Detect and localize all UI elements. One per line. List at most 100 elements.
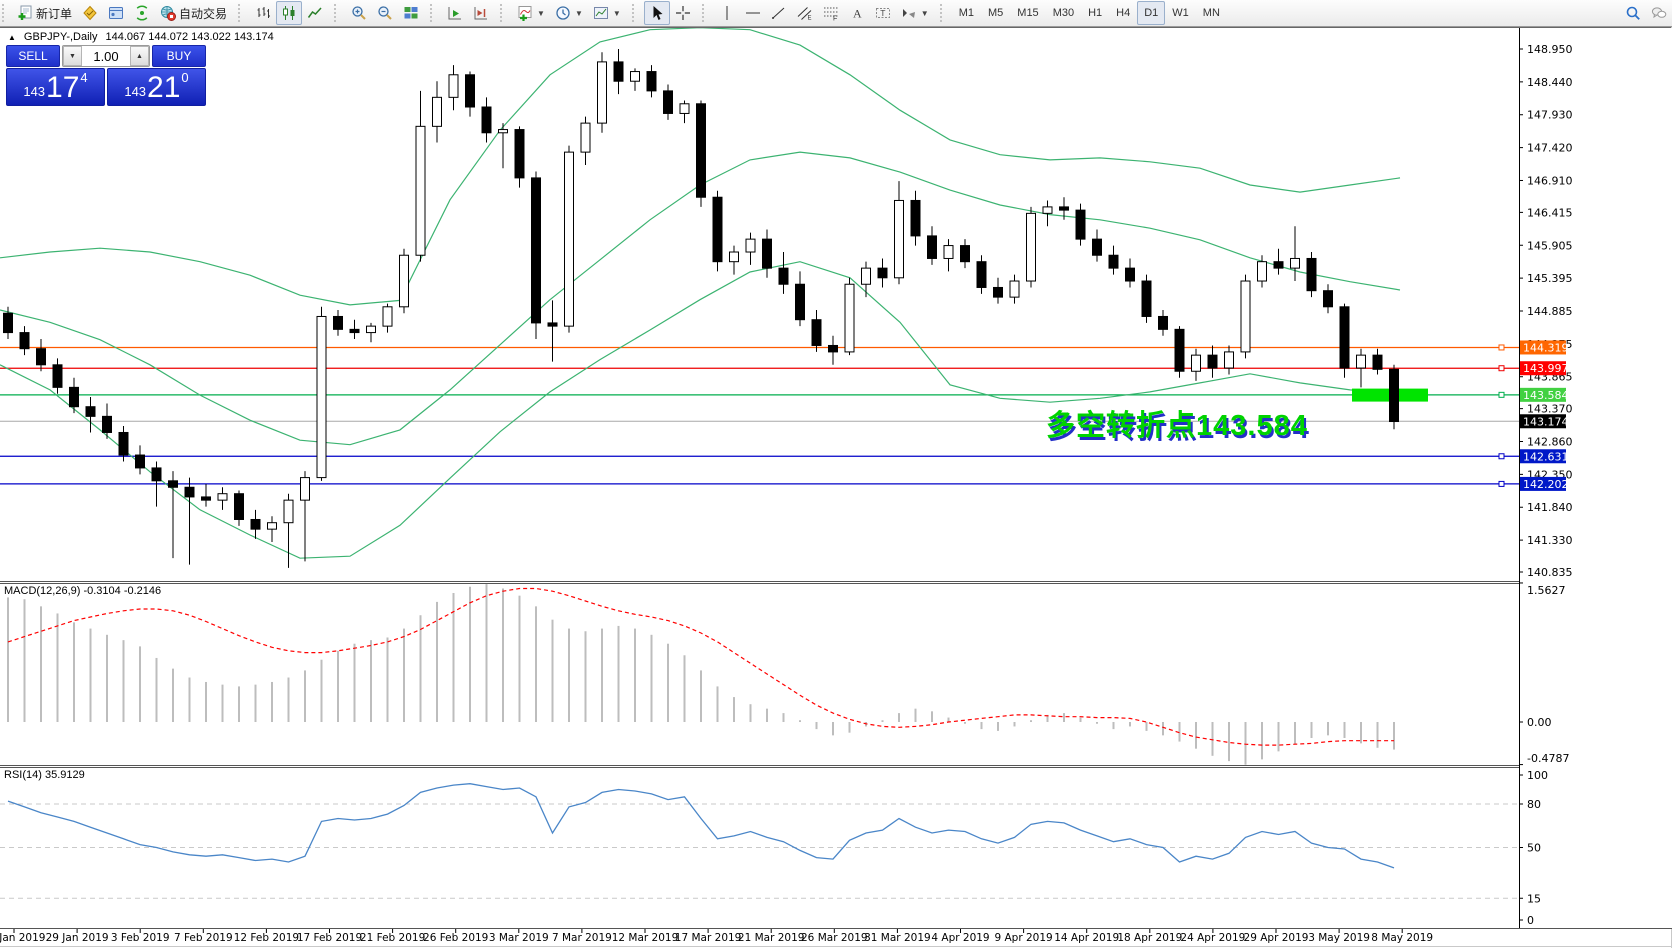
candle-body[interactable] xyxy=(910,199,921,237)
candle-body[interactable] xyxy=(1290,257,1300,269)
buy-price-button[interactable]: 143 21 0 xyxy=(107,68,206,106)
candle-body[interactable] xyxy=(1059,206,1069,211)
volume-input[interactable] xyxy=(82,46,130,66)
candle-body[interactable] xyxy=(729,251,739,263)
arrows-button[interactable]: ▼ xyxy=(896,1,934,25)
dropdown-caret-icon[interactable]: ▼ xyxy=(612,8,621,18)
chat-button[interactable] xyxy=(1646,1,1672,25)
templates-button[interactable]: ▼ xyxy=(588,1,626,25)
candle-body[interactable] xyxy=(1306,257,1317,292)
candle-body[interactable] xyxy=(1125,267,1135,282)
candle-body[interactable] xyxy=(1158,315,1168,330)
candle-body[interactable] xyxy=(1026,212,1036,282)
candle-body[interactable] xyxy=(1092,238,1102,256)
candle-body[interactable] xyxy=(993,286,1003,298)
timeframe-button-M1[interactable]: M1 xyxy=(958,7,974,19)
volume-decrease-button[interactable]: ▼ xyxy=(63,46,82,66)
crosshair-button[interactable] xyxy=(670,1,696,25)
candle-body[interactable] xyxy=(300,477,310,501)
cursor-button[interactable] xyxy=(643,1,670,25)
candle-body[interactable] xyxy=(1356,354,1366,369)
candle-body[interactable] xyxy=(19,332,30,350)
candle-body[interactable] xyxy=(778,267,789,285)
candle-body[interactable] xyxy=(795,283,805,321)
dropdown-caret-icon[interactable]: ▼ xyxy=(574,8,583,18)
candle-body[interactable] xyxy=(844,283,855,353)
market-watch-button[interactable] xyxy=(77,1,103,25)
candle-body[interactable] xyxy=(283,499,294,524)
sell-button[interactable]: SELL xyxy=(6,45,60,67)
candle-body[interactable] xyxy=(1108,254,1119,269)
dropdown-caret-icon[interactable]: ▼ xyxy=(920,8,929,18)
timeframe-button-H1[interactable]: H1 xyxy=(1088,7,1103,19)
tile-windows-button[interactable] xyxy=(398,1,424,25)
candle-body[interactable] xyxy=(85,406,96,417)
candle-body[interactable] xyxy=(267,522,277,530)
candle-body[interactable] xyxy=(712,196,723,263)
candle-body[interactable] xyxy=(498,129,508,134)
search-button[interactable] xyxy=(1620,1,1646,25)
candle-body[interactable] xyxy=(828,344,838,353)
text-label-button[interactable]: T xyxy=(870,1,896,25)
candle-body[interactable] xyxy=(1273,261,1284,269)
candle-body[interactable] xyxy=(1224,351,1234,369)
candle-body[interactable] xyxy=(1372,354,1383,370)
candle-body[interactable] xyxy=(3,312,13,334)
text-button[interactable]: A xyxy=(844,1,870,25)
candle-body[interactable] xyxy=(1323,290,1333,308)
line-chart-button[interactable] xyxy=(302,1,328,25)
candle-body[interactable] xyxy=(52,364,63,388)
candle-body[interactable] xyxy=(960,245,970,263)
hline-handle[interactable] xyxy=(1498,480,1505,487)
candle-body[interactable] xyxy=(415,125,426,256)
candle-body[interactable] xyxy=(333,315,343,330)
hline-handle[interactable] xyxy=(1498,365,1505,372)
new-order-button[interactable]: 新订单 xyxy=(12,1,77,25)
candle-body[interactable] xyxy=(894,199,904,279)
periods-button[interactable]: ▼ xyxy=(550,1,588,25)
candle-body[interactable] xyxy=(234,493,244,520)
candle-body[interactable] xyxy=(679,103,690,114)
candle-body[interactable] xyxy=(184,486,195,498)
hline-handle[interactable] xyxy=(1498,453,1505,460)
candle-body[interactable] xyxy=(745,238,756,253)
vline-button[interactable] xyxy=(714,1,740,25)
sell-price-button[interactable]: 143 17 4 xyxy=(6,68,105,106)
candle-body[interactable] xyxy=(102,415,112,433)
candle-body[interactable] xyxy=(1042,206,1053,214)
candle-body[interactable] xyxy=(168,480,178,488)
navigator-button[interactable] xyxy=(103,1,129,25)
candle-body[interactable] xyxy=(448,74,459,98)
candle-chart-button[interactable] xyxy=(276,1,303,25)
dropdown-caret-icon[interactable]: ▼ xyxy=(537,8,545,18)
candle-body[interactable] xyxy=(36,348,46,366)
candle-body[interactable] xyxy=(877,267,888,279)
candle-body[interactable] xyxy=(943,245,954,259)
candle-body[interactable] xyxy=(1240,280,1251,353)
candle-body[interactable] xyxy=(1207,354,1218,369)
candle-body[interactable] xyxy=(481,106,492,134)
candle-body[interactable] xyxy=(646,71,657,92)
candle-body[interactable] xyxy=(663,90,673,114)
candle-body[interactable] xyxy=(432,96,442,127)
candle-body[interactable] xyxy=(316,315,327,479)
terminal-button[interactable] xyxy=(129,1,155,25)
candle-body[interactable] xyxy=(580,122,591,153)
hline-handle[interactable] xyxy=(1498,344,1505,351)
zoom-in-button[interactable] xyxy=(346,1,372,25)
hline-handle[interactable] xyxy=(1498,391,1505,398)
chart-canvas[interactable]: 148.950 148.440 147.930 147.420 146.910 146.4… xyxy=(0,26,1672,948)
timeframe-button-M15[interactable]: M15 xyxy=(1017,7,1039,19)
candle-body[interactable] xyxy=(1075,209,1086,240)
trendline-button[interactable] xyxy=(766,1,792,25)
candle-body[interactable] xyxy=(250,518,261,530)
candle-body[interactable] xyxy=(927,235,937,259)
candle-body[interactable] xyxy=(976,261,987,288)
candle-body[interactable] xyxy=(217,493,228,501)
candle-body[interactable] xyxy=(201,496,211,501)
candle-body[interactable] xyxy=(1141,280,1152,317)
indicators-button[interactable]: ▼ xyxy=(512,1,550,25)
candle-body[interactable] xyxy=(1009,280,1020,298)
timeframe-button-M30[interactable]: M30 xyxy=(1052,7,1075,19)
candle-body[interactable] xyxy=(547,322,558,327)
